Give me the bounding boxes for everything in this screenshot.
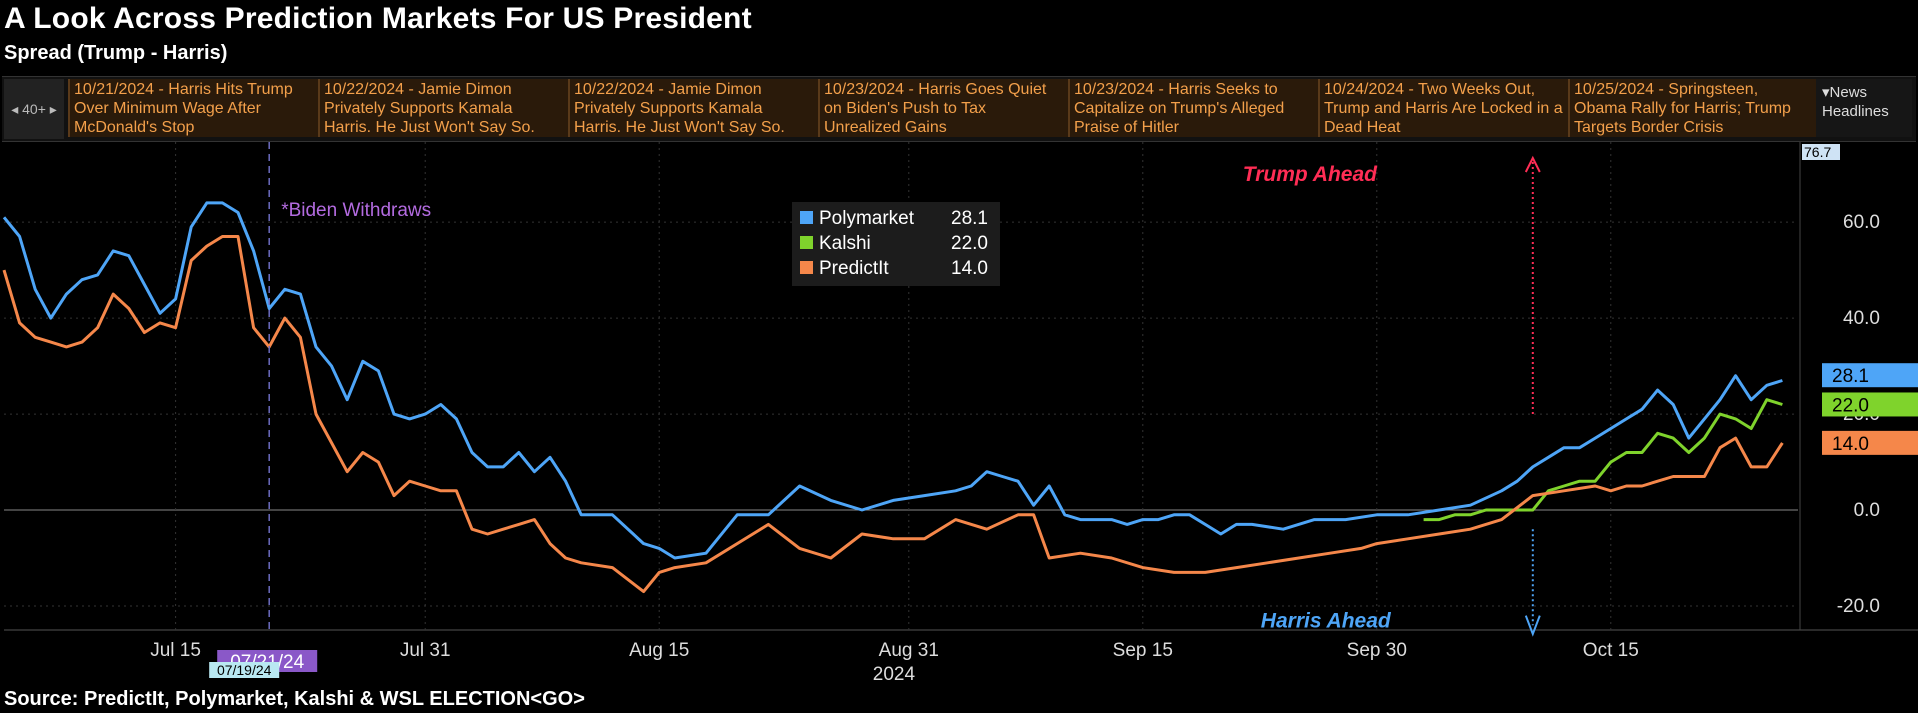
x-tick-label: Jul 31 [400,640,451,661]
last-value-label: 14.0 [1832,434,1869,455]
legend-swatch [800,261,813,274]
date-marker-label-small: 07/19/24 [217,662,272,678]
news-item[interactable]: 10/23/2024 - Harris Goes Quiet on Biden'… [818,79,1068,137]
x-tick-label: Sep 15 [1113,640,1173,661]
y-tick-label: 60.0 [1843,212,1880,233]
x-tick-label: Sep 30 [1347,640,1407,661]
legend-swatch [800,236,813,249]
news-ticker: ◂ 40+ ▸ 10/21/2024 - Harris Hits Trump O… [2,76,1916,142]
news-item[interactable]: 10/25/2024 - Springsteen, Obama Rally fo… [1568,79,1818,137]
legend-value: 22.0 [951,233,988,254]
x-tick-label: Oct 15 [1583,640,1639,661]
last-value-label: 22.0 [1832,395,1869,416]
trump-arrow-head [1524,155,1541,173]
news-count-button[interactable]: ◂ 40+ ▸ [4,79,64,139]
last-value-label: 28.1 [1832,366,1869,387]
trump-ahead-label: Trump Ahead [1243,163,1378,186]
x-tick-label: Jul 15 [150,640,201,661]
news-item[interactable]: 10/23/2024 - Harris Seeks to Capitalize … [1068,79,1318,137]
legend-swatch [800,211,813,224]
y-top-label: 76.7 [1804,144,1831,160]
harris-arrow-head [1524,615,1541,637]
legend-box [792,202,1000,286]
legend-name: Polymarket [819,208,915,229]
legend-value: 14.0 [951,258,988,279]
last-value-box [1822,363,1918,388]
harris-ahead-label: Harris Ahead [1261,609,1392,632]
last-value-box [1822,392,1918,417]
date-marker-box-small [209,662,280,678]
y-tick-label: 40.0 [1843,308,1880,329]
legend-value: 28.1 [951,208,988,229]
series-line-kalshi [1423,398,1783,522]
chart-subtitle: Spread (Trump - Harris) [4,42,228,64]
y-tick-label: -20.0 [1837,596,1880,617]
x-tick-label: Aug 15 [629,640,689,661]
last-value-box [1822,430,1918,455]
series-line-polymarket [2,201,1783,560]
legend-name: PredictIt [819,258,889,279]
series-line-predictit [2,235,1784,594]
news-item[interactable]: 10/22/2024 - Jamie Dimon Privately Suppo… [318,79,568,137]
news-item[interactable]: 10/24/2024 - Two Weeks Out, Trump and Ha… [1318,79,1568,137]
y-top-box [1802,144,1840,160]
news-item[interactable]: 10/21/2024 - Harris Hits Trump Over Mini… [68,79,318,137]
biden-withdraws-label: *Biden Withdraws [281,200,431,221]
y-tick-label: 0.0 [1854,500,1880,521]
news-headlines-toggle[interactable]: ▾News Headlines [1816,79,1912,137]
source-note: Source: PredictIt, Polymarket, Kalshi & … [4,688,585,710]
x-tick-label: Aug 31 [879,640,939,661]
legend-name: Kalshi [819,233,871,254]
chart-title: A Look Across Prediction Markets For US … [4,2,752,35]
news-item[interactable]: 10/22/2024 - Jamie Dimon Privately Suppo… [568,79,818,137]
x-year-label: 2024 [873,664,916,685]
